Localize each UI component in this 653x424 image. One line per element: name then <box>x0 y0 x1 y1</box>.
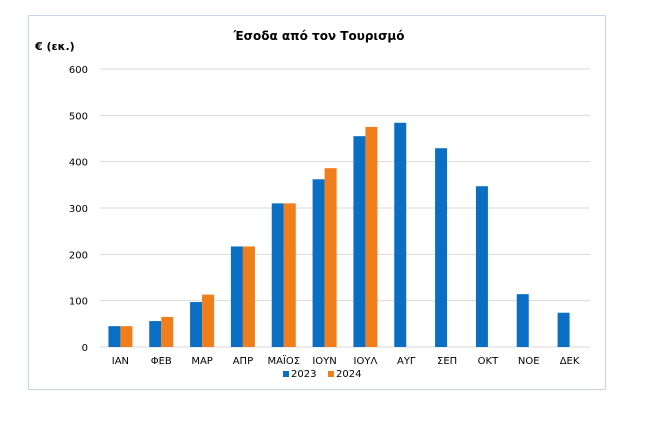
bar-2023-2 <box>190 302 203 347</box>
y-tick-label: 0 <box>82 343 88 354</box>
bar-2023-3 <box>230 246 243 347</box>
legend-label: 2023 <box>291 369 316 380</box>
chart-title: Έσοδα από τον Τουρισμό <box>232 29 404 43</box>
y-tick-label: 100 <box>69 297 88 308</box>
bar-2023-0 <box>108 326 121 347</box>
y-tick-label: 300 <box>69 204 88 215</box>
bar-2023-9 <box>475 186 488 347</box>
bar-2023-5 <box>312 179 325 347</box>
y-axis-label: € (εκ.) <box>34 40 75 53</box>
legend-swatch-2023 <box>283 371 289 377</box>
x-tick-label: ΜΑΡ <box>191 356 213 367</box>
y-tick-label: 200 <box>69 250 88 261</box>
legend-swatch-2024 <box>328 371 334 377</box>
bar-2023-10 <box>516 294 529 347</box>
bar-2023-6 <box>353 136 366 347</box>
x-tick-label: ΔΕΚ <box>560 356 580 367</box>
legend-label: 2024 <box>336 369 361 380</box>
x-tick-label: ΟΚΤ <box>478 356 499 367</box>
y-tick-label: 600 <box>69 65 88 76</box>
bar-2024-0 <box>120 326 133 347</box>
x-tick-label: ΑΥΓ <box>397 356 416 367</box>
x-tick-label: ΝΟΕ <box>518 356 540 367</box>
x-tick-label: ΙΟΥΛ <box>354 356 378 367</box>
bar-2023-11 <box>557 312 570 347</box>
x-tick-label: ΦΕΒ <box>151 356 172 367</box>
bar-2023-8 <box>435 148 448 347</box>
bar-2024-3 <box>242 246 255 347</box>
x-tick-label: ΣΕΠ <box>437 356 457 367</box>
y-tick-label: 500 <box>69 111 88 122</box>
x-tick-label: ΙΑΝ <box>112 356 129 367</box>
bar-2023-1 <box>149 321 162 347</box>
bar-2024-1 <box>161 316 174 347</box>
y-tick-label: 400 <box>69 158 88 169</box>
bar-2023-4 <box>271 203 284 347</box>
bar-2024-2 <box>202 294 215 347</box>
x-tick-label: ΑΠΡ <box>233 356 253 367</box>
bar-2024-4 <box>283 203 296 347</box>
bar-2023-7 <box>394 122 407 347</box>
x-tick-label: ΙΟΥΝ <box>312 356 336 367</box>
x-tick-label: ΜΑΪΟΣ <box>267 354 300 367</box>
bar-2024-6 <box>365 126 378 348</box>
bar-2024-5 <box>324 168 337 347</box>
